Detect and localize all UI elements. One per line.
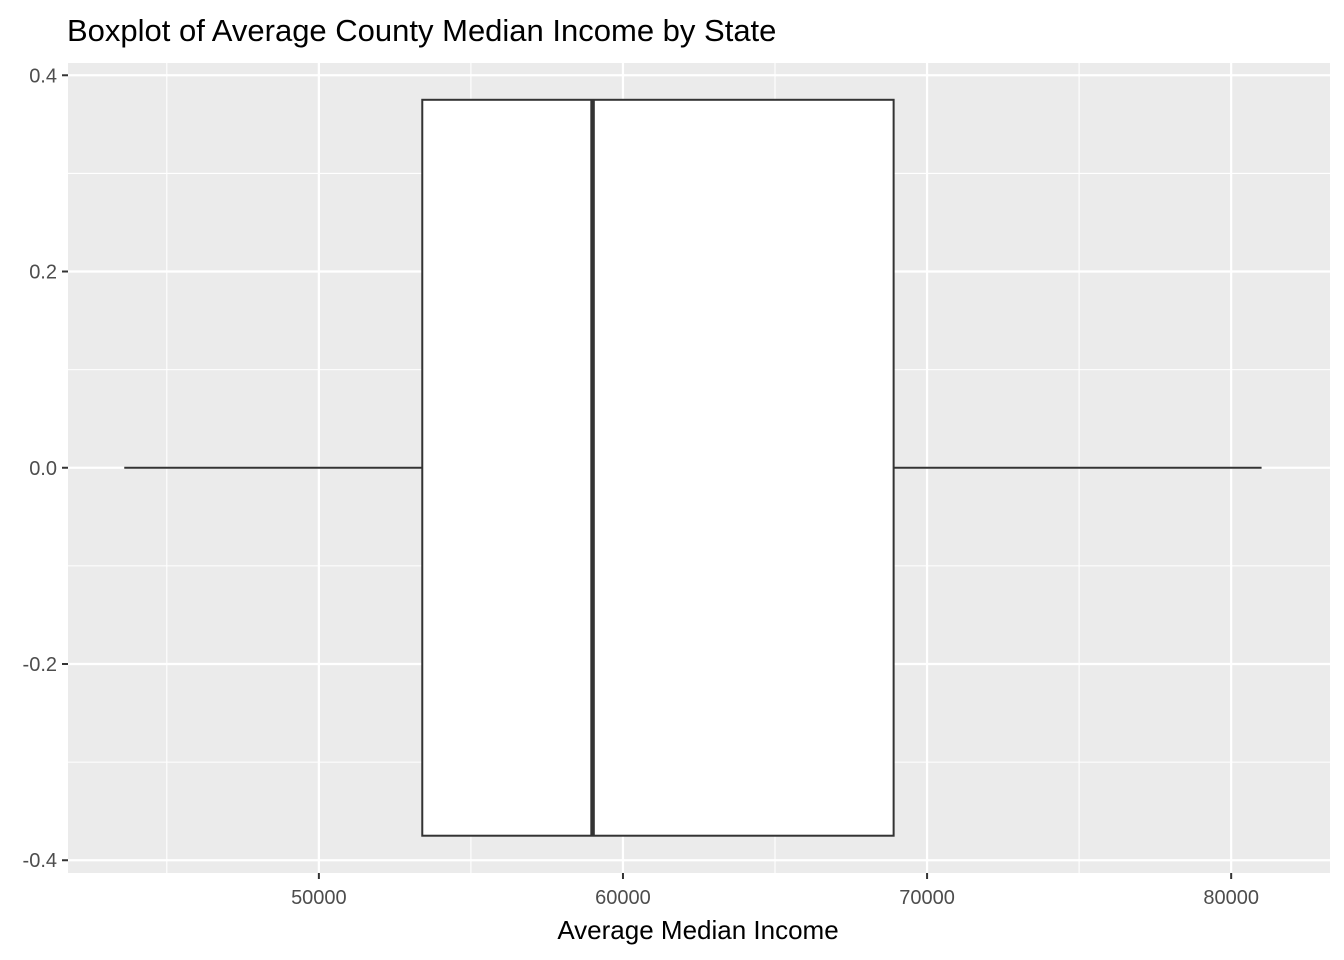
x-axis-label: Average Median Income xyxy=(557,915,838,945)
x-tick-label: 50000 xyxy=(291,887,347,909)
y-tick-label: -0.4 xyxy=(23,850,57,872)
x-tick-label: 70000 xyxy=(899,887,955,909)
y-tick-label: 0.0 xyxy=(29,458,57,480)
box-layer xyxy=(124,98,1262,837)
y-axis: -0.4 -0.2 0.0 0.2 0.4 xyxy=(23,65,68,872)
x-axis: 50000 60000 70000 80000 xyxy=(291,873,1259,909)
x-tick-label: 80000 xyxy=(1203,887,1259,909)
iqr-box xyxy=(421,98,895,837)
y-tick-label: 0.4 xyxy=(29,65,57,87)
y-tick-label: 0.2 xyxy=(29,262,57,284)
chart-title: Boxplot of Average County Median Income … xyxy=(67,13,776,48)
y-tick-label: -0.2 xyxy=(23,654,57,676)
x-tick-label: 60000 xyxy=(595,887,651,909)
